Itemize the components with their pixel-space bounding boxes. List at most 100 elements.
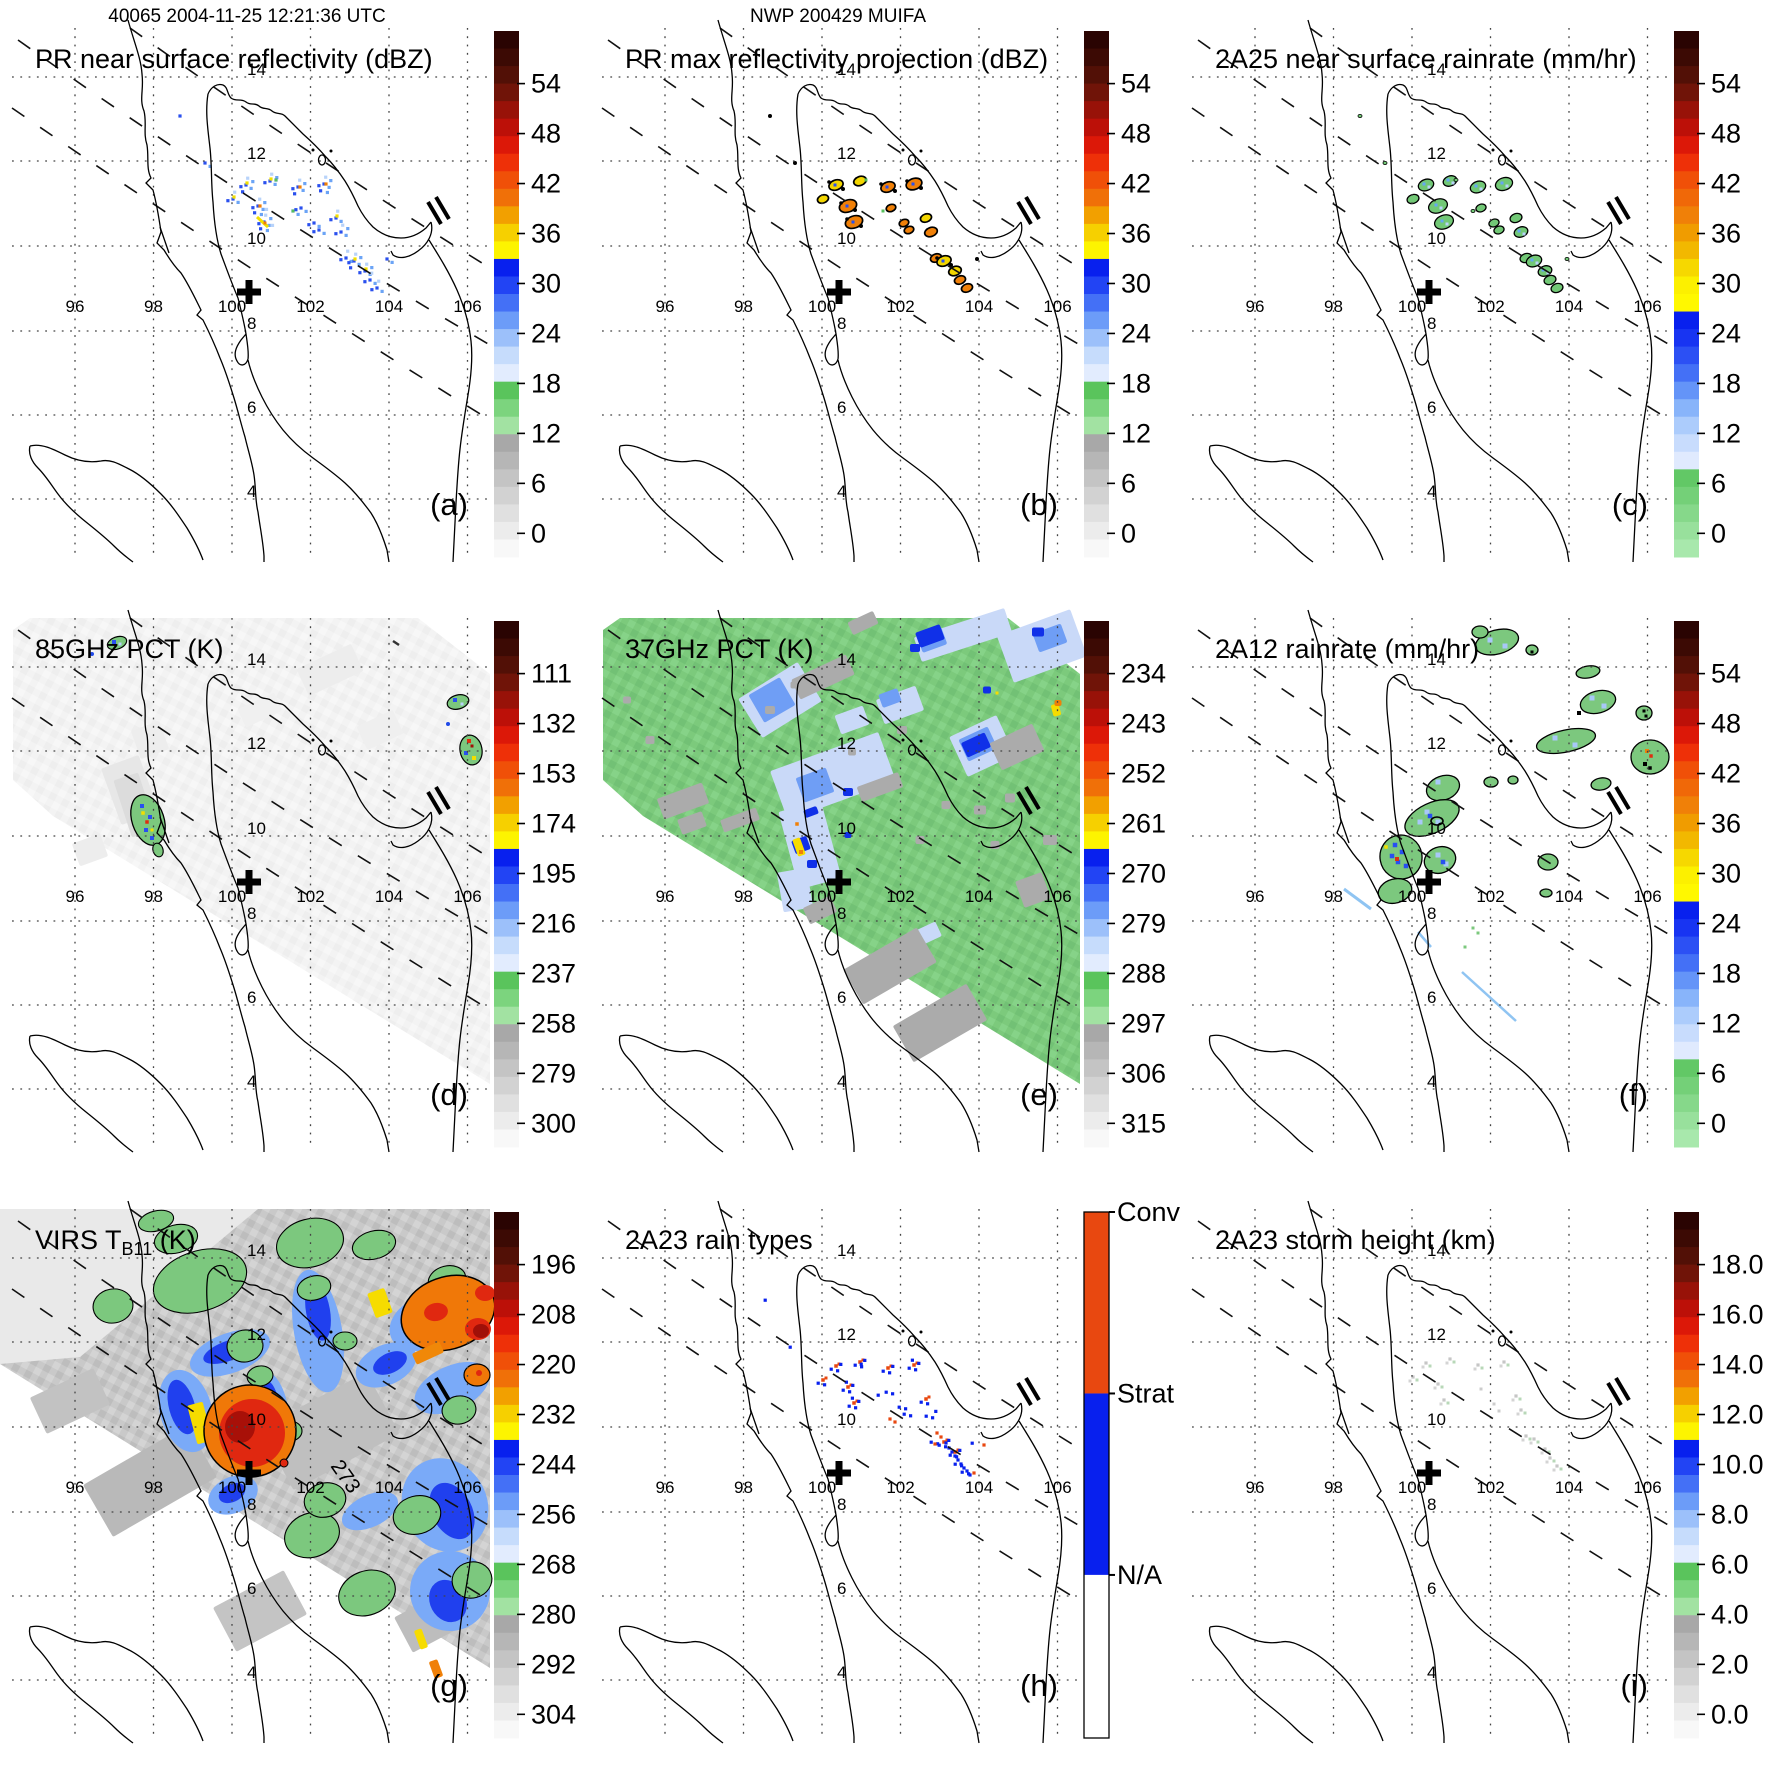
rect-graphic	[261, 207, 265, 211]
rect-graphic	[948, 1453, 952, 1457]
rect-graphic	[1521, 1438, 1525, 1442]
rect-graphic	[494, 1076, 519, 1095]
rect-graphic	[1674, 1264, 1699, 1283]
rect-graphic	[1674, 866, 1699, 885]
circle-graphic	[279, 1458, 289, 1468]
rect-graphic	[1433, 1386, 1437, 1390]
rect-graphic	[375, 286, 379, 290]
rect-graphic	[1674, 416, 1699, 435]
colorbar-tick-label: 4.0	[1711, 1599, 1749, 1629]
rect-graphic	[226, 199, 230, 203]
rect-graphic	[914, 1368, 918, 1372]
rect-graphic	[1674, 171, 1699, 190]
ellipse-graphic	[1417, 178, 1435, 192]
rect-graphic	[1395, 859, 1401, 865]
rect-graphic	[251, 206, 255, 210]
rect-graphic	[256, 204, 260, 208]
rect-graphic	[249, 186, 253, 190]
rect-graphic	[934, 1409, 938, 1413]
rect-graphic	[263, 221, 267, 225]
rect-graphic	[1435, 779, 1441, 785]
colorbar-tick-label: 232	[531, 1400, 576, 1430]
colorbar-tick-label: 18	[531, 368, 561, 398]
rect-graphic	[1505, 184, 1509, 188]
rect-graphic	[1674, 311, 1699, 330]
rect-graphic	[494, 31, 519, 50]
line-graphic	[392, 639, 400, 647]
rect-graphic	[1084, 206, 1109, 225]
rect-graphic	[886, 1366, 890, 1370]
ellipse-graphic	[1357, 114, 1363, 119]
circle-graphic	[827, 180, 831, 184]
rect-graphic	[1674, 66, 1699, 85]
rect-graphic	[298, 178, 302, 182]
rect-graphic	[1084, 451, 1109, 470]
ellipse-graphic	[1382, 160, 1388, 165]
lon-label: 100	[1398, 887, 1426, 906]
rect-graphic	[1642, 709, 1646, 713]
rect-graphic	[1674, 1685, 1699, 1704]
lat-label: 14	[837, 650, 856, 669]
rect-graphic	[494, 416, 519, 435]
rect-graphic	[1399, 849, 1405, 855]
rect-graphic	[924, 1414, 928, 1418]
rect-graphic	[962, 1466, 966, 1470]
rect-graphic	[494, 294, 519, 313]
rect-graphic	[1084, 1094, 1109, 1113]
rect-graphic	[494, 1111, 519, 1130]
swath-track-lines	[601, 1208, 1081, 1602]
ellipse-graphic	[1433, 214, 1455, 230]
rect-graphic	[494, 1247, 519, 1266]
rect-graphic	[796, 767, 834, 803]
rect-graphic	[380, 289, 384, 293]
panel-i: 96 98 100 102 104 106 14 12 10 8 6 4 2A23 storm heig…	[1180, 1181, 1770, 1771]
rect-graphic	[835, 706, 869, 734]
rect-graphic	[833, 183, 837, 187]
rect-graphic	[1674, 901, 1699, 920]
rect-graphic	[1084, 101, 1109, 120]
rect-graphic	[1032, 627, 1044, 637]
lat-label: 6	[247, 988, 256, 1007]
rect-graphic	[902, 1412, 906, 1416]
rect-graphic	[850, 1396, 854, 1400]
circle-graphic	[893, 189, 897, 193]
lon-label: 104	[1555, 297, 1583, 316]
swath-track-lines	[1191, 1208, 1671, 1602]
rect-graphic	[1674, 638, 1699, 657]
rect-graphic	[150, 828, 154, 832]
rect-graphic	[1084, 1393, 1109, 1575]
rect-graphic	[472, 756, 476, 760]
rect-graphic	[645, 736, 655, 744]
rect-graphic	[1452, 1360, 1456, 1364]
panel-letter: (c)	[1612, 487, 1648, 522]
rect-graphic	[263, 181, 267, 185]
lon-label: 102	[886, 1478, 914, 1497]
rect-graphic	[843, 928, 937, 1004]
rect-graphic	[777, 868, 813, 912]
colorbar-tick-label: 42	[1711, 759, 1741, 789]
rect-graphic	[1589, 695, 1595, 701]
lon-label: 100	[808, 1478, 836, 1497]
rect-graphic	[881, 1369, 885, 1373]
rect-graphic	[1084, 778, 1109, 797]
rect-graphic	[1516, 1412, 1520, 1416]
rect-graphic	[494, 1650, 519, 1669]
panel-title: 2A23 storm height (km)	[1215, 1225, 1496, 1255]
rect-graphic	[319, 189, 323, 193]
rect-graphic	[494, 936, 519, 955]
rect-graphic	[839, 1362, 843, 1366]
colorbar-tick-label: 0.0	[1711, 1699, 1749, 1729]
rect-graphic	[370, 266, 374, 270]
rect-graphic	[965, 1469, 969, 1473]
rect-graphic	[72, 834, 108, 866]
panel-letter: (a)	[430, 487, 468, 522]
ellipse-graphic	[898, 218, 910, 228]
data-field-e	[603, 608, 1087, 1084]
rect-graphic	[1084, 901, 1109, 920]
rect-graphic	[1084, 726, 1109, 745]
rect-graphic	[297, 644, 363, 696]
ellipse-graphic	[1564, 256, 1570, 261]
colorbar-category-label: N/A	[1117, 1560, 1162, 1590]
colorbar-tick-label: 36	[1121, 219, 1151, 249]
